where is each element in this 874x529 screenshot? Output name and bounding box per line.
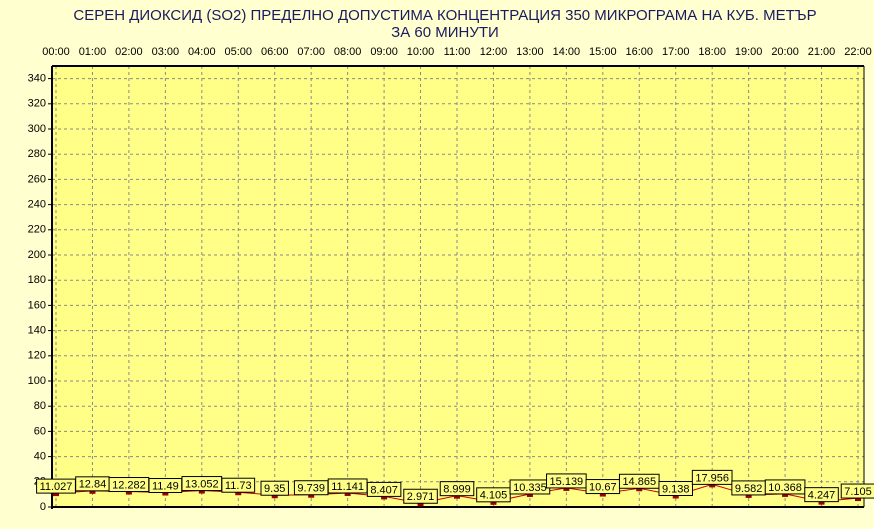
y-tick-label: 0 [40, 501, 46, 513]
x-tick-label: 16:00 [626, 46, 654, 58]
value-label: 7.105 [844, 486, 872, 498]
x-tick-label: 22:00 [844, 46, 872, 58]
value-label: 8.999 [443, 484, 471, 496]
value-label: 17.956 [695, 472, 729, 484]
chart-subtitle: ЗА 60 МИНУТИ [391, 24, 499, 41]
y-tick-label: 200 [28, 249, 46, 261]
x-tick-label: 21:00 [808, 46, 836, 58]
y-tick-label: 80 [34, 400, 46, 412]
value-label: 4.247 [808, 490, 836, 502]
value-label-box [403, 488, 438, 504]
x-tick-label: 08:00 [334, 46, 362, 58]
chart-title: СЕРЕН ДИОКСИД (SO2) ПРЕДЕЛНО ДОПУСТИМА К… [73, 7, 816, 24]
x-tick-label: 17:00 [662, 46, 690, 58]
value-label: 10.67 [589, 481, 617, 493]
x-tick-label: 11:00 [444, 46, 471, 58]
value-label: 13.052 [185, 478, 219, 490]
y-tick-label: 320 [28, 98, 46, 110]
x-tick-label: 07:00 [297, 46, 325, 58]
y-tick-label: 340 [28, 73, 46, 85]
value-label: 11.027 [40, 481, 73, 493]
value-label: 10.335 [513, 482, 547, 494]
value-label: 9.35 [264, 483, 285, 495]
value-label-box [764, 479, 806, 495]
value-label: 4.105 [480, 490, 508, 502]
x-tick-label: 18:00 [698, 46, 726, 58]
y-tick-label: 300 [28, 123, 46, 135]
y-tick-label: 60 [34, 425, 46, 437]
value-label-box [804, 487, 839, 503]
value-label: 12.282 [112, 479, 146, 491]
y-tick-label: 160 [28, 299, 46, 311]
x-tick-label: 20:00 [771, 46, 799, 58]
x-tick-label: 04:00 [188, 46, 216, 58]
x-tick-label: 13:00 [516, 46, 544, 58]
value-label-box [366, 481, 402, 497]
value-label: 11.73 [225, 480, 252, 492]
value-label: 9.138 [662, 483, 690, 495]
x-tick-label: 15:00 [589, 46, 617, 58]
value-label: 2.971 [407, 491, 435, 503]
value-label: 8.407 [370, 484, 398, 496]
value-label: 12.84 [79, 479, 107, 491]
value-label-box [221, 477, 256, 493]
y-tick-label: 280 [28, 148, 46, 160]
value-label-box [840, 483, 874, 499]
y-tick-label: 240 [28, 199, 46, 211]
plot-area [52, 66, 864, 507]
x-tick-label: 10:00 [407, 46, 435, 58]
x-tick-label: 12:00 [480, 46, 508, 58]
x-tick-label: 00:00 [42, 46, 70, 58]
value-label: 15.139 [550, 476, 584, 488]
x-tick-label: 09:00 [370, 46, 398, 58]
x-tick-label: 03:00 [152, 46, 180, 58]
x-tick-label: 14:00 [553, 46, 581, 58]
y-tick-label: 40 [34, 451, 46, 463]
x-tick-label: 19:00 [735, 46, 763, 58]
value-label: 11.141 [331, 481, 364, 493]
x-tick-label: 06:00 [261, 46, 289, 58]
y-tick-label: 260 [28, 173, 46, 185]
x-tick-label: 01:00 [79, 46, 107, 58]
value-label-box [691, 469, 733, 485]
y-tick-label: 180 [28, 274, 46, 286]
y-tick-label: 140 [28, 325, 46, 337]
value-label-box [658, 480, 693, 496]
value-label-box [476, 487, 511, 503]
value-label-box [260, 480, 289, 496]
y-tick-label: 100 [28, 375, 46, 387]
y-tick-label: 220 [28, 224, 46, 236]
value-label: 9.739 [297, 483, 325, 495]
value-label: 9.582 [735, 483, 763, 495]
value-label: 14.865 [622, 476, 656, 488]
value-label: 10.368 [768, 482, 802, 494]
value-label: 11.49 [152, 480, 179, 492]
x-tick-label: 02:00 [115, 46, 143, 58]
x-tick-label: 05:00 [225, 46, 253, 58]
value-label-box [439, 481, 475, 497]
y-tick-label: 120 [28, 350, 46, 362]
